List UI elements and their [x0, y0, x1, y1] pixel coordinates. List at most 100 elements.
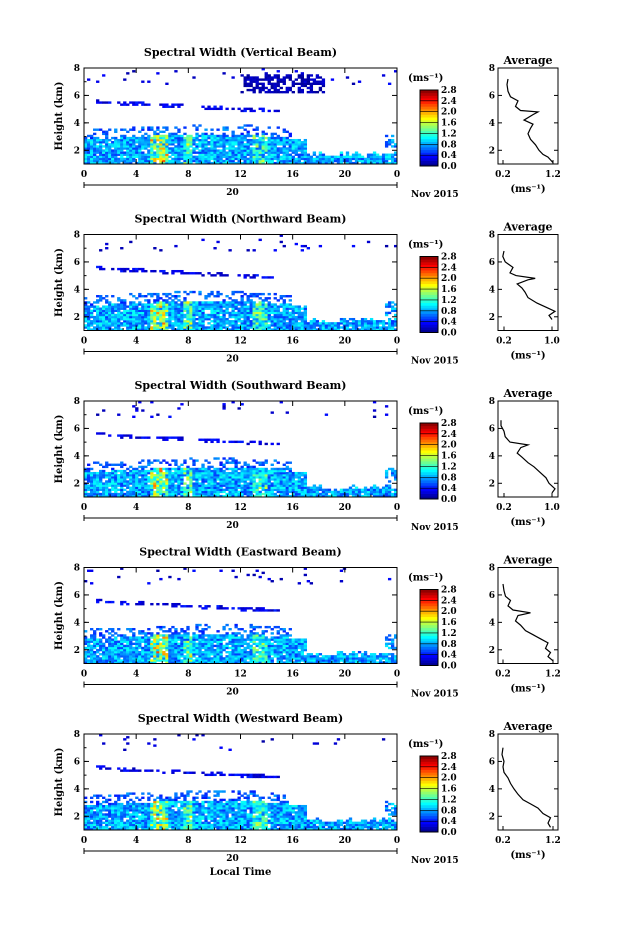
heatmap-cell — [216, 320, 220, 323]
heatmap-cell — [141, 128, 145, 131]
heatmap-cell — [120, 640, 124, 643]
heatmap-cell — [279, 161, 283, 165]
heatmap-cell — [198, 659, 202, 662]
heatmap-cell — [273, 109, 277, 113]
heatmap-cell — [276, 467, 280, 471]
heatmap-cell — [249, 149, 253, 152]
heatmap-cell — [195, 478, 199, 481]
avg-x-tick-label: 1.2 — [545, 170, 561, 180]
heatmap-cell — [165, 322, 169, 325]
heatmap-cell — [135, 486, 139, 489]
heatmap-cell — [231, 328, 235, 331]
heatmap-cell — [222, 72, 226, 75]
heatmap-cell — [180, 436, 184, 439]
heatmap-cell — [258, 494, 262, 498]
heatmap-cell — [225, 295, 229, 298]
heatmap-cell — [87, 138, 91, 142]
heatmap-cell — [132, 405, 136, 408]
heatmap-cell — [99, 161, 103, 165]
heatmap-cell — [96, 484, 100, 487]
heatmap-cell — [165, 299, 169, 302]
heatmap-cell — [285, 322, 289, 325]
heatmap-cell — [102, 297, 106, 300]
heatmap-cell — [117, 488, 121, 492]
heatmap-cell — [240, 126, 244, 129]
heatmap-cell — [366, 157, 371, 161]
heatmap-cell — [360, 320, 365, 323]
heatmap-cell — [129, 657, 133, 660]
heatmap-cell — [282, 467, 286, 471]
heatmap-cell — [336, 157, 341, 161]
heatmap-cell — [285, 474, 289, 477]
heatmap-cell — [114, 471, 118, 475]
heatmap-cell — [195, 636, 199, 639]
heatmap-cell — [222, 474, 226, 477]
heatmap-cell — [294, 82, 298, 85]
heatmap-cell — [174, 463, 178, 466]
heatmap-cell — [168, 303, 172, 306]
heatmap-cell — [186, 307, 190, 310]
heatmap-cell — [174, 659, 178, 662]
heatmap-cell — [297, 324, 301, 327]
heatmap-cell — [99, 141, 103, 144]
heatmap-cell — [90, 480, 94, 483]
heatmap-cell — [96, 147, 100, 150]
heatmap-cell — [237, 326, 241, 329]
heatmap-cell — [183, 143, 187, 146]
heatmap-cell — [291, 315, 295, 319]
heatmap-cell — [117, 307, 121, 310]
heatmap-cell — [246, 76, 250, 79]
heatmap-cell — [123, 153, 127, 156]
heatmap-cell — [360, 326, 365, 329]
heatmap-cell — [210, 145, 214, 148]
heatmap-cell — [222, 465, 226, 469]
heatmap-cell — [240, 476, 244, 479]
heatmap-cell — [186, 315, 190, 319]
heatmap-cell — [219, 272, 223, 275]
heatmap-cell — [189, 457, 193, 460]
heatmap-cell — [135, 324, 139, 327]
heatmap-cell — [201, 640, 205, 643]
heatmap-cell — [105, 299, 109, 302]
heatmap-cell — [114, 161, 118, 165]
heatmap-cell — [123, 141, 127, 144]
heatmap-cell — [336, 322, 341, 325]
heatmap-cell — [246, 249, 250, 252]
heatmap-cell — [207, 644, 211, 648]
heatmap-cell — [84, 636, 88, 639]
heatmap-cell — [216, 490, 220, 494]
avg-title: Average — [502, 387, 552, 400]
heatmap-cell — [279, 467, 283, 471]
heatmap-cell — [198, 642, 202, 646]
heatmap-cell — [273, 157, 277, 161]
heatmap-cell — [156, 636, 160, 639]
heatmap-cell — [213, 247, 217, 250]
heatmap-cell — [132, 103, 136, 106]
heatmap-cell — [177, 136, 181, 140]
heatmap-cell — [294, 242, 298, 246]
heatmap-cell — [183, 644, 187, 648]
avg-y-tick-label: 8 — [489, 64, 495, 74]
heatmap-cell — [390, 155, 395, 159]
heatmap-cell — [87, 311, 91, 315]
heatmap-cell — [231, 136, 235, 140]
heatmap-cell — [387, 155, 392, 159]
heatmap-cell — [156, 328, 160, 331]
heatmap-cell — [165, 638, 169, 641]
heatmap-cell — [273, 480, 277, 483]
heatmap-cell — [141, 636, 145, 639]
heatmap-cell — [183, 630, 187, 633]
heatmap-cell — [180, 303, 184, 306]
heatmap-cell — [177, 661, 181, 664]
heatmap-cell — [114, 638, 118, 641]
heatmap-cell — [168, 301, 172, 304]
colorbar-tick-label: 2.0 — [441, 108, 457, 118]
heatmap-cell — [204, 467, 208, 471]
heatmap-cell — [153, 655, 157, 658]
heatmap-cell — [204, 605, 208, 608]
heatmap-cell — [384, 494, 389, 498]
heatmap-cell — [273, 492, 277, 496]
heatmap-cell — [228, 440, 232, 444]
heatmap-cell — [216, 143, 220, 146]
heatmap-cell — [198, 159, 202, 163]
